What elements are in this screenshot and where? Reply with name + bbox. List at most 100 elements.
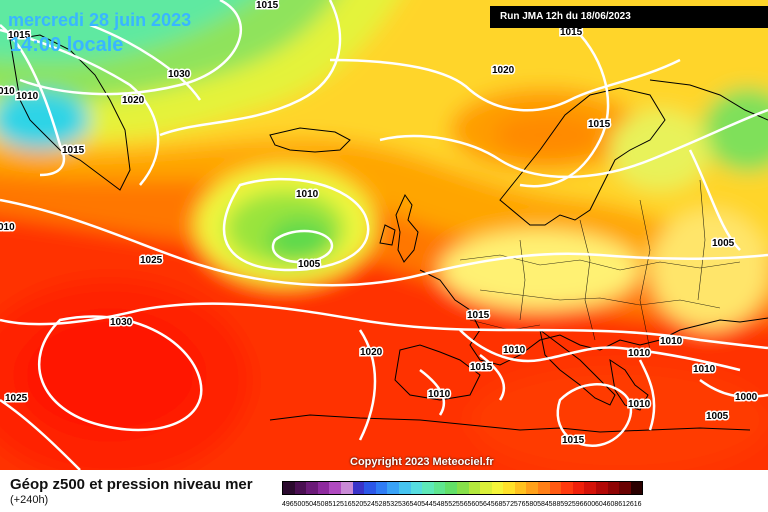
isobar-labels: 1015 1015 1030 1020 1010 1015 010 010 10… [0,0,759,448]
color-scale-label: 556 [455,501,468,508]
isobar-label: 1020 [122,95,145,106]
isobar-label: 1020 [492,65,515,76]
color-scale-label: 612 [618,501,630,508]
color-scale-label: 532 [386,501,399,508]
color-scale-label: 540 [409,501,422,508]
color-scale-label: 564 [479,501,491,508]
color-scale-swatch [619,482,631,494]
color-scale-label: 608 [606,501,619,508]
isobar-label: 1010 [660,336,683,347]
color-scale [282,481,644,495]
color-scale-swatch [306,482,318,494]
color-scale-swatch [294,482,307,494]
isobar-label: 1025 [5,393,28,404]
color-scale-swatch [329,482,341,494]
forecast-range: (+240h) [10,494,49,506]
color-scale-label: 560 [467,501,480,508]
color-scale-label: 544 [421,501,433,508]
color-scale-swatch [584,482,597,494]
isobar-label: 1015 [467,310,490,321]
color-scale-swatch [596,482,608,494]
isobar-label: 1030 [168,69,191,80]
color-scale-swatch [445,482,457,494]
color-scale-label: 516 [339,501,352,508]
isobar-label: 1010 [296,189,319,200]
forecast-time: 14:00 locale [10,34,124,56]
isobar-label: 010 [0,86,15,97]
color-scale-label: 496 [282,501,294,508]
map-caption: Géop z500 et pression niveau mer [10,476,253,493]
isobars [0,0,768,470]
forecast-date: mercredi 28 juin 2023 [8,10,192,30]
color-scale-swatch [572,482,585,494]
color-scale-swatch [468,482,481,494]
color-scale-label: 588 [548,501,561,508]
copyright-notice: Copyright 2023 Meteociel.fr [350,456,494,468]
isobar-label: 1015 [588,119,611,130]
coastlines [9,34,768,433]
color-scale-swatch [456,482,469,494]
isobar-label: 1015 [8,30,31,41]
isobar-label: 1020 [360,347,383,358]
isobar-label: 1015 [560,27,583,38]
color-scale-label: 616 [629,501,642,508]
color-scale-labels: 496 500 504 508 512 516 520 524 528 532 536 540 544 5… [282,501,642,508]
color-scale-label: 524 [363,501,375,508]
color-scale-swatch [352,482,365,494]
color-scale-label: 604 [595,501,607,508]
color-scale-swatch [630,482,643,494]
color-scale-swatch [433,482,446,494]
color-scale-swatch [491,482,504,494]
isobar-label: 1005 [712,238,735,249]
color-scale-label: 584 [537,501,549,508]
isobar-label: 1010 [428,389,451,400]
color-scale-label: 572 [502,501,514,508]
color-scale-swatch [514,482,527,494]
isobar-label: 1000 [735,392,758,403]
isobar-label: 1005 [298,259,321,270]
color-scale-swatch [503,482,515,494]
weather-map: 1015 1015 1030 1020 1010 1015 010 010 10… [0,0,768,470]
color-scale-label: 552 [444,501,456,508]
isobar-label: 1030 [110,317,133,328]
model-run-info: Run JMA 12h du 18/06/2023 [490,6,768,28]
isobar-label: 010 [0,222,15,233]
color-scale-swatch [526,482,539,494]
color-scale-swatch [422,482,434,494]
color-scale-swatch [549,482,562,494]
isobar-label: 1010 [628,399,651,410]
color-scale-label: 528 [374,501,387,508]
isobar-label: 1015 [562,435,585,446]
color-scale-label: 580 [525,501,538,508]
color-scale-label: 520 [351,501,364,508]
color-scale-swatch [283,482,295,494]
isobar-label: 1010 [503,345,526,356]
isobar-label: 1010 [16,91,39,102]
color-scale-label: 508 [316,501,329,508]
color-scale-label: 548 [432,501,445,508]
color-scale-swatch [340,482,353,494]
color-scale-label: 500 [293,501,306,508]
isobar-label: 1015 [256,0,279,11]
color-scale-swatch [410,482,423,494]
color-scale-label: 568 [490,501,503,508]
isobar-label: 1015 [62,145,85,156]
color-scale-swatch [480,482,492,494]
color-scale-swatch [538,482,550,494]
color-scale-label: 536 [397,501,410,508]
color-scale-swatch [561,482,573,494]
color-scale-label: 600 [583,501,596,508]
color-scale-swatch [364,482,376,494]
color-scale-swatch [607,482,620,494]
color-scale-swatch [375,482,388,494]
color-scale-label: 576 [513,501,526,508]
color-scale-swatch [317,482,330,494]
color-scale-swatch [398,482,411,494]
color-scale-label: 592 [560,501,572,508]
isobar-label: 1010 [628,348,651,359]
legend-bar: Géop z500 et pression niveau mer (+240h)… [0,470,768,512]
color-scale-label: 512 [328,501,341,508]
color-scale-label: 596 [571,501,584,508]
color-scale-swatch [387,482,399,494]
